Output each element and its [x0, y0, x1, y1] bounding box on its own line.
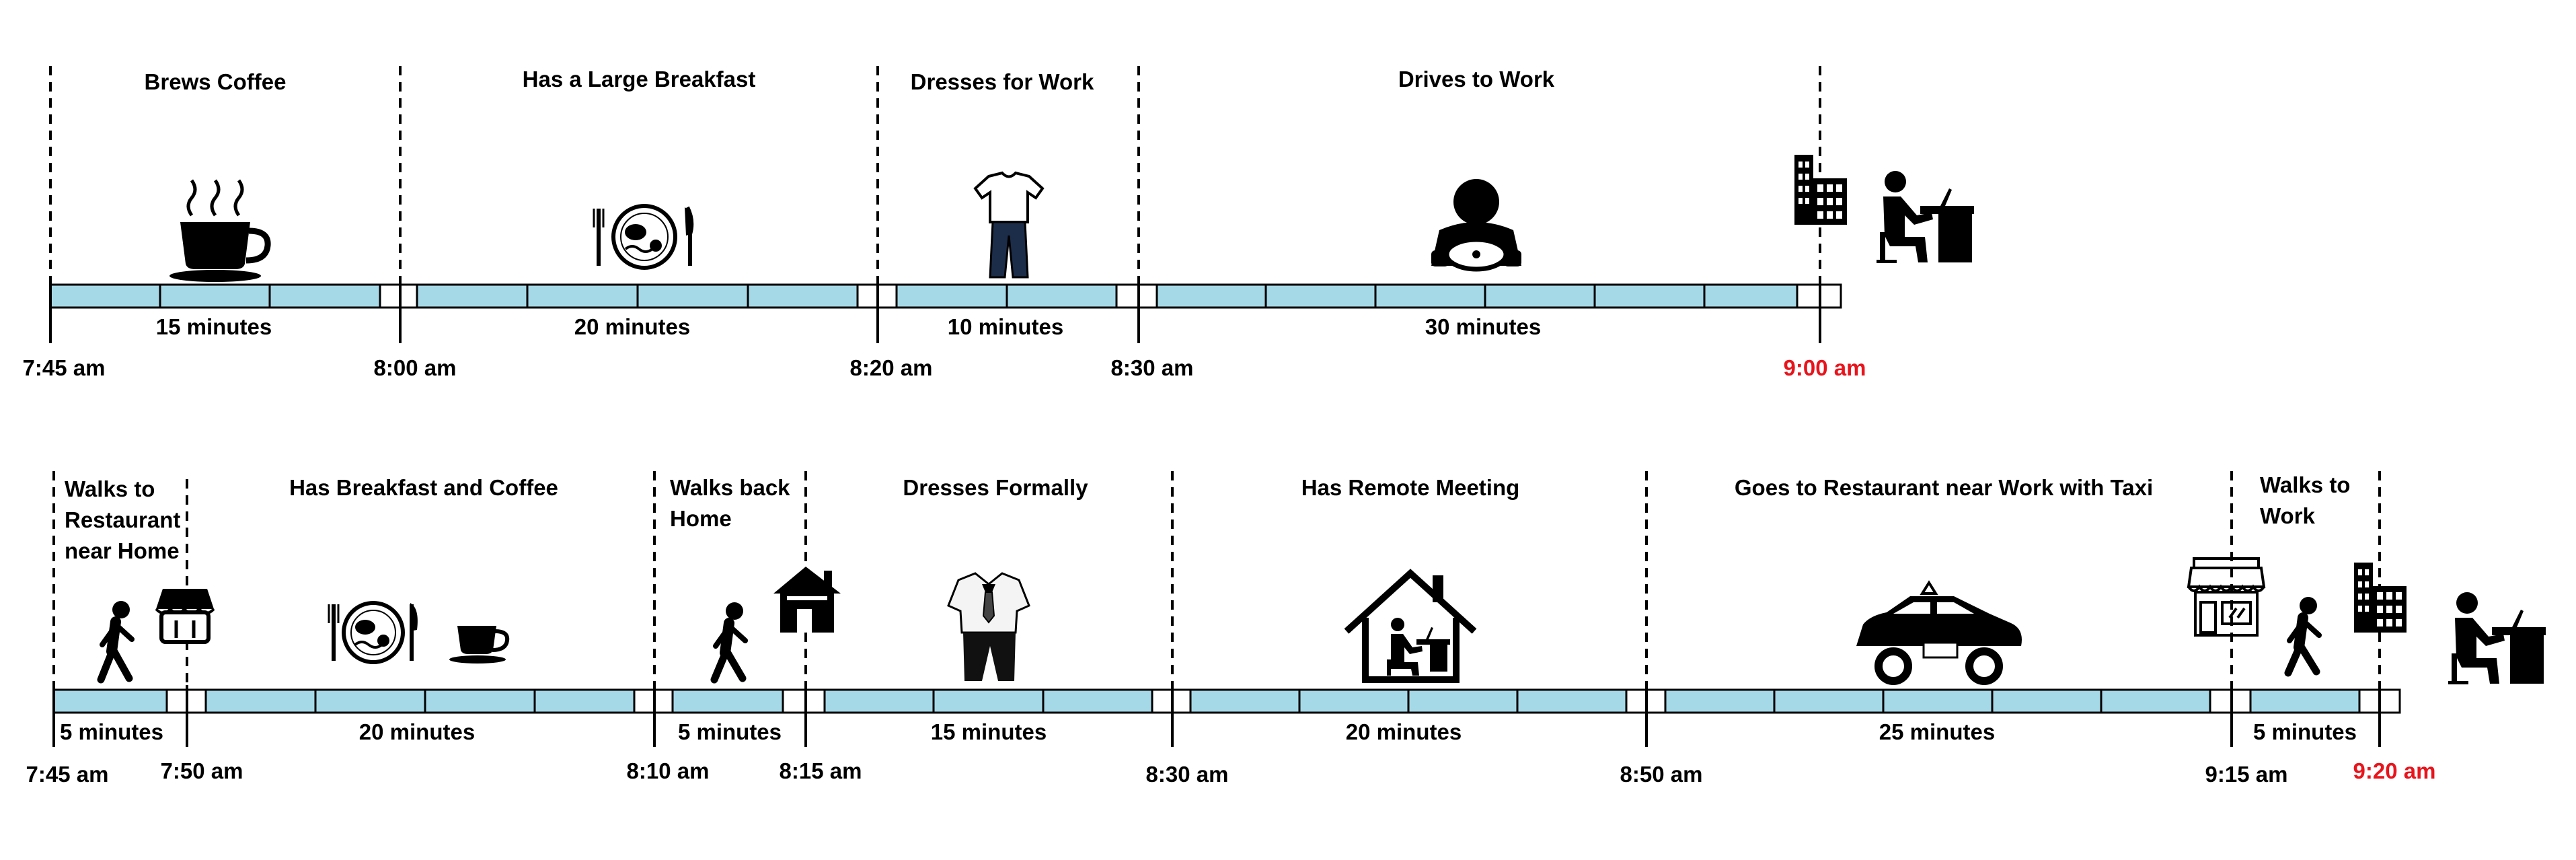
activity-label: Has Remote Meeting [1301, 475, 1520, 500]
duration-label: 5 minutes [2253, 719, 2357, 744]
person-at-desk-icon [2448, 592, 2546, 684]
formal-suit-icon [947, 572, 1030, 681]
bottom-timeline-bar [52, 688, 2401, 714]
arrival-time-label: 9:20 am [2353, 758, 2436, 783]
coffee-cup-icon [449, 626, 510, 664]
activity-label: Home [670, 506, 732, 531]
activity-label: Drives to Work [1398, 67, 1555, 92]
duration-label: 20 minutes [359, 719, 475, 744]
activity-label: Restaurant [65, 507, 180, 532]
duration-label: 20 minutes [574, 314, 690, 339]
bar-segment [1664, 688, 2211, 714]
bar-segment [49, 283, 381, 309]
duration-label: 30 minutes [1425, 314, 1541, 339]
bar-segment [2249, 688, 2361, 714]
bar-segment [671, 688, 784, 714]
home-office-icon [1344, 569, 1477, 683]
time-label: 8:00 am [374, 355, 457, 380]
duration-label: 10 minutes [948, 314, 1063, 339]
activity-label: Walks to [65, 476, 155, 501]
bottom-timeline: Walks to Restaurant near Home Has Breakf… [26, 471, 2546, 787]
breakfast-plate-icon [593, 204, 694, 270]
arrival-time-label: 9:00 am [1784, 355, 1866, 380]
time-label: 8:30 am [1146, 762, 1229, 787]
activity-label: Has Breakfast and Coffee [289, 475, 558, 500]
activity-label: Brews Coffee [145, 69, 287, 94]
activity-label: Has a Large Breakfast [523, 67, 756, 92]
time-label: 7:50 am [161, 758, 243, 783]
shop-icon [2187, 557, 2266, 637]
time-label: 8:10 am [627, 758, 710, 783]
duration-label: 20 minutes [1346, 719, 1462, 744]
walking-person-icon [710, 602, 748, 684]
activity-label: Dresses for Work [911, 69, 1094, 94]
time-label: 8:30 am [1111, 355, 1194, 380]
activity-label: Dresses Formally [903, 475, 1088, 500]
walking-person-icon [2284, 597, 2322, 677]
restaurant-icon [155, 589, 215, 644]
time-label: 7:45 am [26, 762, 109, 787]
walking-person-icon [97, 601, 135, 684]
activity-label: near Home [65, 538, 180, 563]
driver-icon [1431, 179, 1521, 272]
time-label: 8:20 am [850, 355, 933, 380]
bar-segment [1156, 283, 1798, 309]
bar-segment [204, 688, 636, 714]
person-at-desk-icon [1877, 171, 1974, 263]
duration-label: 5 minutes [678, 719, 782, 744]
activity-label: Walks back [670, 475, 790, 500]
breakfast-plate-icon [328, 601, 418, 664]
activity-label: Work [2260, 503, 2316, 528]
duration-label: 25 minutes [1879, 719, 1995, 744]
duration-label: 15 minutes [931, 719, 1047, 744]
top-timeline: Brews Coffee Has a Large Breakfast Dress… [23, 66, 1974, 380]
casual-clothes-icon [973, 171, 1045, 279]
time-label: 9:15 am [2205, 762, 2288, 787]
bar-segment [52, 688, 168, 714]
duration-label: 5 minutes [60, 719, 163, 744]
house-icon [773, 567, 841, 633]
activity-label: Goes to Restaurant near Work with Taxi [1735, 475, 2153, 500]
coffee-cup-icon [169, 179, 271, 282]
bar-segment [823, 688, 1153, 714]
office-building-icon [1794, 155, 1847, 225]
time-label: 8:15 am [780, 758, 862, 783]
top-timeline-bar [49, 283, 1842, 309]
duration-label: 15 minutes [156, 314, 272, 339]
activity-label: Walks to [2260, 472, 2350, 497]
office-building-icon [2354, 563, 2407, 633]
time-label: 8:50 am [1620, 762, 1703, 787]
time-label: 7:45 am [23, 355, 106, 380]
taxi-icon [1856, 580, 2022, 685]
